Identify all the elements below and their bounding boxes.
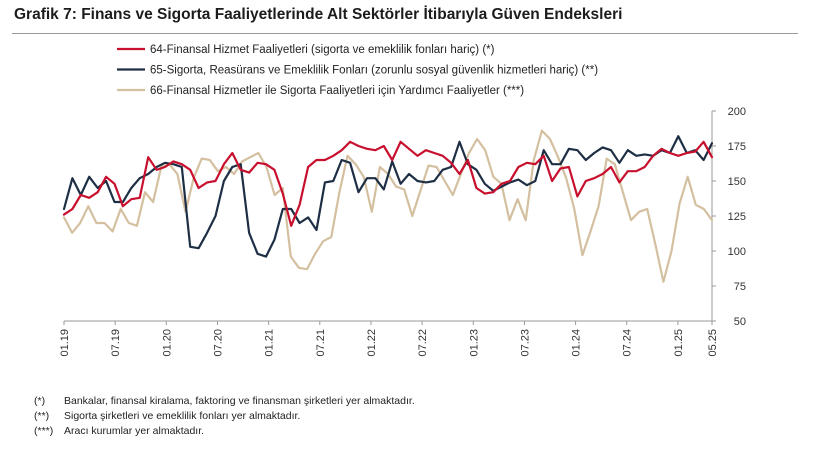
x-tick-label: 07.22 bbox=[417, 329, 429, 357]
x-tick-label: 01.24 bbox=[571, 329, 583, 357]
y-tick-label: 125 bbox=[728, 211, 746, 223]
footnote-text: Bankalar, finansal kiralama, faktoring v… bbox=[64, 395, 415, 407]
footnote-mark: (**) bbox=[34, 410, 50, 422]
y-tick-label: 50 bbox=[734, 316, 746, 328]
footnote-text: Sigorta şirketleri ve emeklilik fonları … bbox=[64, 410, 301, 422]
y-tick-label: 75 bbox=[734, 281, 746, 293]
x-tick-label: 01.21 bbox=[264, 329, 276, 357]
x-tick-label: 01.25 bbox=[673, 329, 685, 357]
footnote-3: (***) Aracı kurumlar yer almaktadır. bbox=[34, 424, 415, 439]
y-tick-label: 200 bbox=[728, 106, 746, 118]
x-tick-label: 05.25 bbox=[707, 329, 719, 357]
y-tick-label: 150 bbox=[728, 176, 746, 188]
y-tick-label: 100 bbox=[728, 246, 746, 258]
footnote-mark: (***) bbox=[34, 425, 54, 437]
footnote-2: (**) Sigorta şirketleri ve emeklilik fon… bbox=[34, 409, 415, 424]
legend-label: 64-Finansal Hizmet Faaliyetleri (sigorta… bbox=[150, 44, 495, 56]
x-tick-label: 07.24 bbox=[622, 329, 634, 357]
x-tick-label: 07.20 bbox=[212, 329, 224, 357]
footnotes: (*) Bankalar, finansal kiralama, faktori… bbox=[34, 394, 415, 439]
legend-label: 66-Finansal Hizmetler ile Sigorta Faaliy… bbox=[150, 85, 524, 97]
chart-title: Grafik 7: Finans ve Sigorta Faaliyetleri… bbox=[14, 6, 623, 23]
x-tick-label: 01.22 bbox=[366, 329, 378, 357]
footnote-text: Aracı kurumlar yer almaktadır. bbox=[64, 425, 205, 437]
title-divider bbox=[12, 33, 798, 34]
plot-area: 50 75 100 125 150 175 200 01.19 07.19 01.20 07.20 0… bbox=[59, 106, 746, 357]
x-tick-label: 01.19 bbox=[59, 329, 71, 357]
chart-legend: 64-Finansal Hizmet Faaliyetleri (sigorta… bbox=[117, 44, 598, 97]
footnote-1: (*) Bankalar, finansal kiralama, faktori… bbox=[34, 394, 415, 409]
footnote-mark: (*) bbox=[34, 395, 46, 407]
legend-label: 65-Sigorta, Reasürans ve Emeklilik Fonla… bbox=[150, 65, 598, 77]
x-tick-label: 07.23 bbox=[519, 329, 531, 357]
x-tick-label: 07.21 bbox=[315, 329, 327, 357]
series-line-1 bbox=[62, 140, 714, 227]
series-line-2 bbox=[62, 135, 714, 258]
x-tick-label: 01.20 bbox=[161, 329, 173, 357]
x-tick-label: 07.19 bbox=[110, 329, 122, 357]
x-tick-label: 01.23 bbox=[468, 329, 480, 357]
line-chart: 64-Finansal Hizmet Faaliyetleri (sigorta… bbox=[59, 44, 746, 357]
y-tick-label: 175 bbox=[728, 141, 746, 153]
